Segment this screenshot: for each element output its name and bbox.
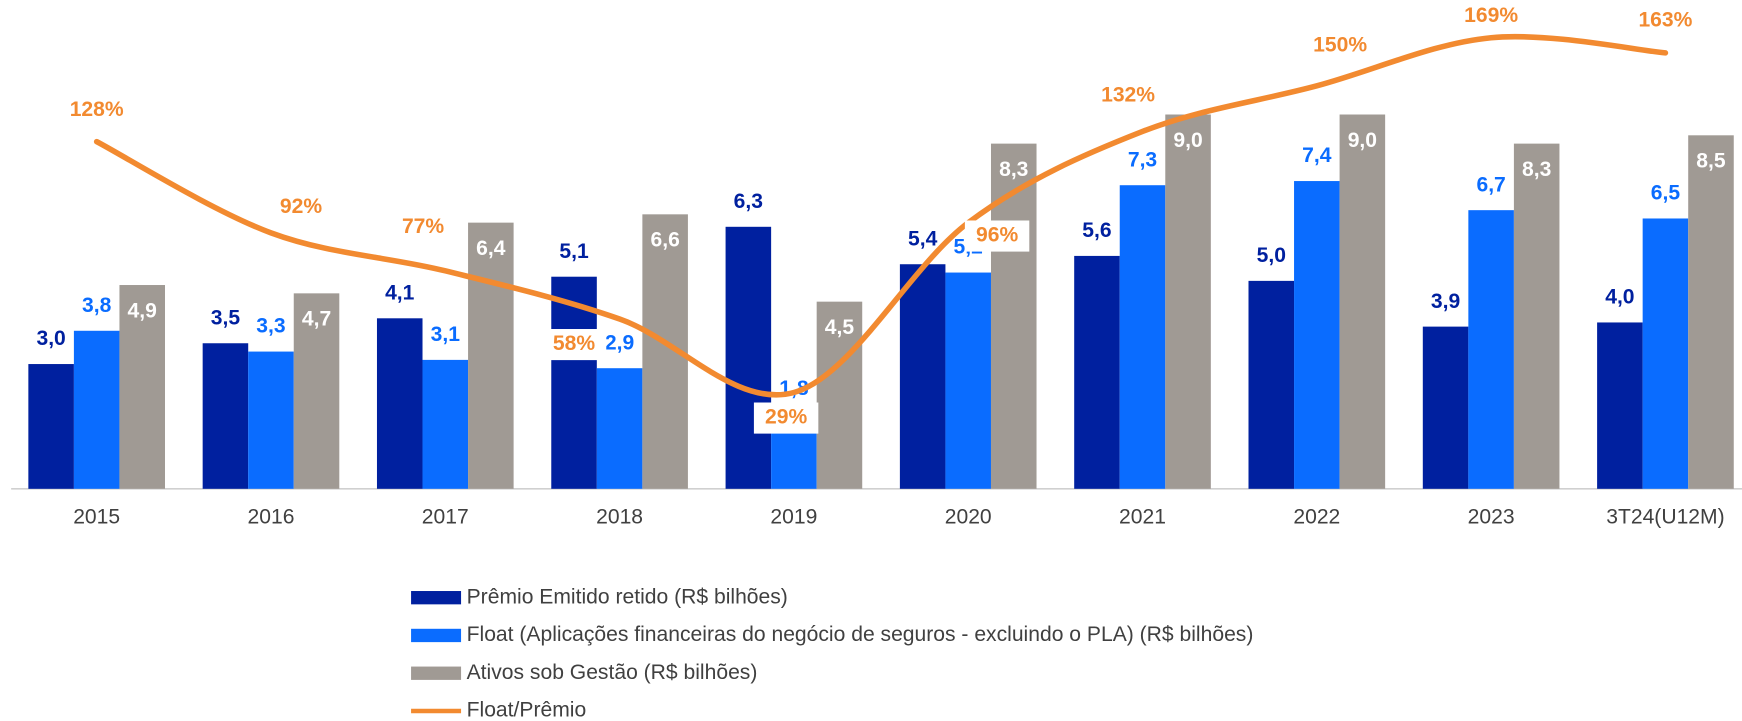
bar <box>422 359 469 489</box>
bar <box>1642 218 1689 489</box>
bar <box>990 143 1037 489</box>
bar <box>1688 135 1734 489</box>
line-value-label: 58% <box>553 332 595 355</box>
line-value-label: 96% <box>976 224 1018 247</box>
bar <box>468 222 514 489</box>
bar-value-label: 6,5 <box>1651 182 1681 205</box>
line-value-label: 132% <box>1101 84 1155 107</box>
x-tick-label: 3T24(U12M) <box>1606 505 1724 528</box>
bar <box>1074 255 1120 489</box>
bar <box>816 301 863 489</box>
bar <box>293 293 340 489</box>
bar-value-label: 6,3 <box>734 190 763 213</box>
legend-label: Prêmio Emitido retido (R$ bilhões) <box>467 585 788 608</box>
bar-value-label: 9,0 <box>1173 129 1202 152</box>
bar <box>551 276 597 489</box>
bar <box>899 264 946 489</box>
bar <box>945 272 991 489</box>
bar <box>376 318 423 489</box>
bar-value-label: 5,6 <box>1082 219 1111 242</box>
bar <box>1513 143 1560 489</box>
bar-value-label: 5,4 <box>908 227 938 250</box>
bar-value-label: 3,5 <box>211 306 241 329</box>
line-value-label: 77% <box>402 215 444 238</box>
bar <box>1422 326 1469 489</box>
x-tick-label: 2017 <box>422 505 469 528</box>
bar-value-label: 4,0 <box>1605 286 1634 309</box>
bar-value-label: 3,3 <box>256 315 285 338</box>
bar <box>725 226 772 489</box>
bar-value-label: 6,4 <box>476 237 506 260</box>
bar-value-label: 4,9 <box>128 299 157 322</box>
line-value-label: 163% <box>1638 8 1692 31</box>
legend-swatch <box>411 591 462 605</box>
bar <box>248 351 294 489</box>
legend-label: Float (Aplicações financeiras do negócio… <box>467 623 1254 646</box>
line-value-label: 92% <box>280 195 322 218</box>
bar-value-label: 5,0 <box>1257 244 1286 267</box>
legend-swatch <box>411 628 462 643</box>
bar-value-label: 8,5 <box>1696 150 1726 173</box>
bar-value-label: 3,9 <box>1431 290 1460 313</box>
x-tick-label: 2019 <box>770 505 817 528</box>
bar-value-label: 4,5 <box>825 316 855 339</box>
legend-label: Float/Prêmio <box>467 699 587 721</box>
bar <box>73 330 120 489</box>
bar <box>28 364 74 489</box>
legend-swatch <box>411 666 462 680</box>
x-tick-label: 2020 <box>945 505 992 528</box>
bar-value-label: 6,7 <box>1476 173 1505 196</box>
line-label-box <box>753 402 819 434</box>
line <box>93 33 1669 398</box>
bar-value-label: 9,0 <box>1348 129 1377 152</box>
bar <box>1248 280 1295 489</box>
x-tick-label: 2023 <box>1468 505 1515 528</box>
bar-value-label: 7,3 <box>1128 148 1157 171</box>
bar-value-label: 8,3 <box>999 158 1028 181</box>
bar <box>1165 114 1211 489</box>
bar-value-label: 6,6 <box>650 229 679 252</box>
bar <box>1468 210 1514 489</box>
x-tick-label: 2018 <box>596 505 643 528</box>
bar-value-label: 3,1 <box>431 323 461 346</box>
bar <box>202 343 249 489</box>
bar-value-label: 7,4 <box>1302 144 1332 167</box>
bar-value-label: 2,9 <box>605 331 634 354</box>
bar-value-label: 5,1 <box>559 240 589 263</box>
x-tick-label: 2022 <box>1293 505 1340 528</box>
line-label-box <box>964 220 1030 252</box>
bar-value-label: 4,1 <box>385 281 415 304</box>
bar <box>1597 322 1643 489</box>
line-value-label: 29% <box>765 406 807 429</box>
bar <box>1294 181 1340 489</box>
line-value-label: 150% <box>1313 33 1367 56</box>
bar <box>119 285 165 489</box>
bar-value-label: 4,7 <box>302 308 331 331</box>
bar <box>1339 114 1386 489</box>
bar <box>596 368 643 489</box>
bar-value-label: 8,3 <box>1522 158 1551 181</box>
legend-label: Ativos sob Gestão (R$ bilhões) <box>467 661 758 684</box>
line-label-box <box>541 329 607 361</box>
x-tick-label: 2015 <box>73 505 120 528</box>
x-tick-label: 2021 <box>1119 505 1166 528</box>
line-value-label: 128% <box>70 98 124 121</box>
x-tick-label: 2016 <box>248 505 295 528</box>
bar <box>1119 185 1166 489</box>
line-value-label: 169% <box>1464 4 1518 27</box>
bar-value-label: 3,8 <box>82 294 112 317</box>
bar-value-label: 3,0 <box>36 327 65 350</box>
